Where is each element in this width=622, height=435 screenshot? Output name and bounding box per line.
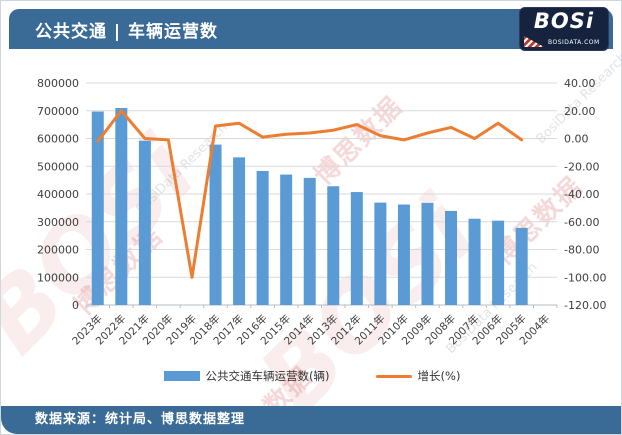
bar-2015年 xyxy=(280,174,293,305)
bar-2018年 xyxy=(209,144,222,305)
x-axis-ticks xyxy=(85,305,558,308)
x-axis-labels: 2023年2022年2021年2020年2019年2018年2017年2016年… xyxy=(69,312,552,348)
bar-2006年 xyxy=(492,220,505,305)
gridlines xyxy=(86,82,557,306)
header-bar: 公共交通 | 车辆运营数 BOSi BOSIDATA.COM xyxy=(9,7,613,51)
bosi-logo: BOSi BOSIDATA.COM xyxy=(519,7,609,51)
bar-2016年 xyxy=(256,170,269,305)
bar-2011年 xyxy=(374,202,387,305)
svg-text:300000: 300000 xyxy=(37,216,79,229)
svg-text:-60.00: -60.00 xyxy=(564,216,599,229)
y-axis-right-labels: 40.00 20.00 0.00 -20.00 -40.00 -60.00 -80.00 -1… xyxy=(564,77,606,312)
svg-text:-20.00: -20.00 xyxy=(564,160,599,173)
svg-text:500000: 500000 xyxy=(37,160,79,173)
bar-2005年 xyxy=(515,227,528,305)
bar-2009年 xyxy=(421,202,434,305)
svg-text:-100.00: -100.00 xyxy=(564,271,606,284)
bosi-logo-domain: BOSIDATA.COM xyxy=(548,39,600,46)
line-series-swatch xyxy=(375,374,412,378)
bar-2008年 xyxy=(445,210,458,305)
svg-text:800000: 800000 xyxy=(37,77,79,90)
line-series-label: 增长(%) xyxy=(417,369,461,383)
svg-text:40.00: 40.00 xyxy=(564,77,596,90)
chart-area: 800000 700000 600000 500000 400000 300000 2000… xyxy=(1,53,621,365)
y-axis-left-labels: 800000 700000 600000 500000 400000 300000 2000… xyxy=(37,77,79,312)
bar-2021年 xyxy=(138,140,151,305)
svg-text:-120.00: -120.00 xyxy=(564,299,606,312)
bar-2007年 xyxy=(468,218,481,305)
bosi-flag-icon xyxy=(524,36,544,47)
svg-text:0.00: 0.00 xyxy=(564,133,589,146)
bar-2014年 xyxy=(303,177,316,305)
bar-series-label: 公共交通车辆运营数(辆) xyxy=(205,369,330,383)
svg-text:600000: 600000 xyxy=(37,133,79,146)
bar-2022年 xyxy=(115,107,128,305)
bar-2023年 xyxy=(91,111,104,305)
data-source-text: 数据来源：统计局、博思数据整理 xyxy=(35,412,246,427)
bosi-logo-text: BOSi xyxy=(533,9,595,33)
chart-legend: 公共交通车辆运营数(辆) 增长(%) xyxy=(1,367,621,385)
bar-2010年 xyxy=(397,204,410,305)
bar-2013年 xyxy=(327,186,340,305)
svg-text:100000: 100000 xyxy=(37,271,79,284)
growth-line xyxy=(96,109,524,279)
page-title: 公共交通 | 车辆运营数 xyxy=(35,22,219,42)
svg-text:-40.00: -40.00 xyxy=(564,188,599,201)
svg-text:-80.00: -80.00 xyxy=(564,244,599,257)
footer-bar: 数据来源：统计局、博思数据整理 xyxy=(1,406,621,434)
bars-group xyxy=(91,107,528,305)
svg-text:700000: 700000 xyxy=(37,105,79,118)
svg-text:20.00: 20.00 xyxy=(564,105,596,118)
svg-text:200000: 200000 xyxy=(37,244,79,257)
svg-text:400000: 400000 xyxy=(37,188,79,201)
bar-2012年 xyxy=(350,192,363,305)
legend-item-line: 增长(%) xyxy=(375,368,461,384)
chart-canvas: 800000 700000 600000 500000 400000 300000 2000… xyxy=(37,77,606,348)
bar-series-swatch xyxy=(163,371,200,381)
bar-2017年 xyxy=(233,157,246,305)
svg-text:0: 0 xyxy=(72,299,79,312)
legend-item-bars: 公共交通车辆运营数(辆) xyxy=(163,368,330,384)
